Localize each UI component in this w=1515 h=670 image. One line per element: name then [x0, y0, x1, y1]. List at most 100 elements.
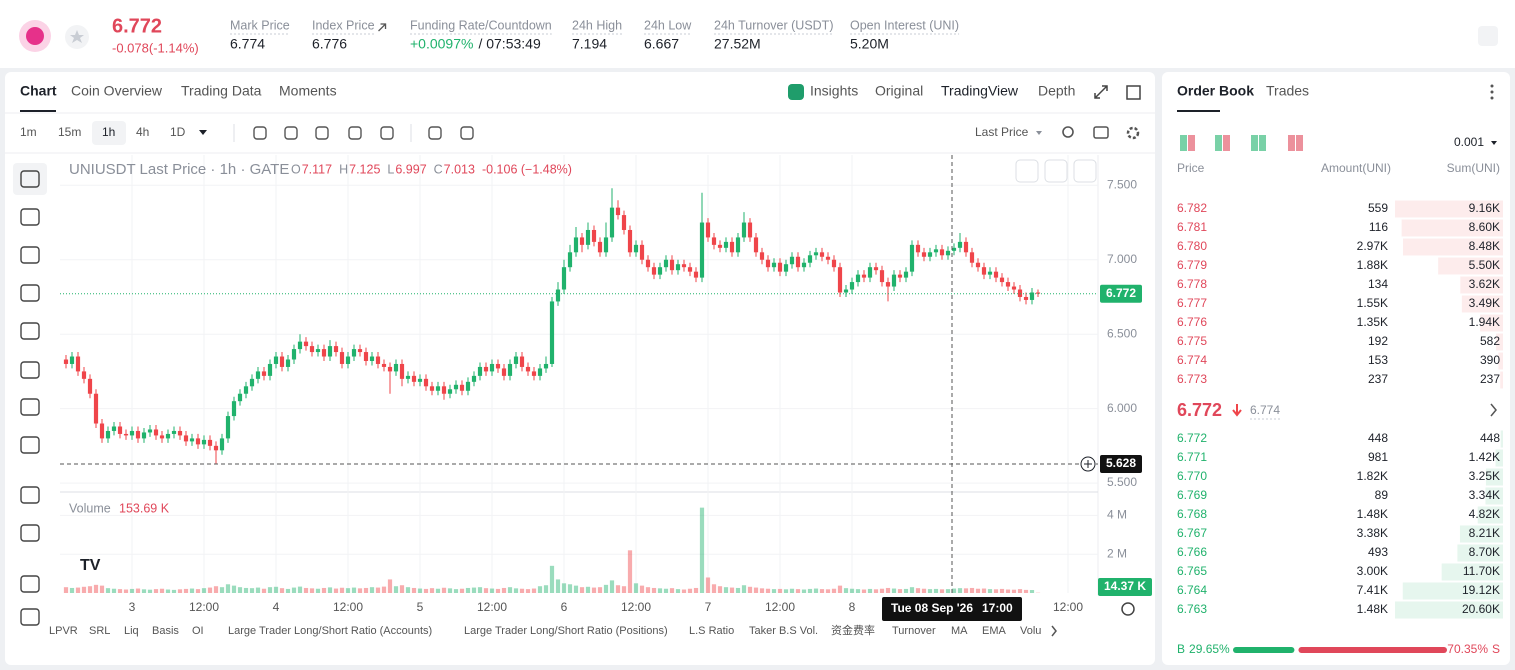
indicator[interactable]: Volu	[1020, 625, 1041, 637]
chart-button[interactable]	[1015, 159, 1039, 183]
indicator[interactable]: L.S Ratio	[689, 625, 734, 637]
ob-price[interactable]: 6.772	[1177, 431, 1207, 445]
indicator[interactable]: LPVR	[49, 625, 78, 637]
ob-price[interactable]: 6.773	[1177, 372, 1207, 386]
ob-price[interactable]: 6.771	[1177, 450, 1207, 464]
ob-tab[interactable]: Trades	[1266, 83, 1309, 99]
settings-icon[interactable]	[1126, 126, 1140, 140]
indicator[interactable]: Turnover	[892, 625, 936, 637]
layout-icon[interactable]	[1215, 135, 1222, 151]
ob-amount: 1.82K	[1357, 469, 1388, 483]
ob-price[interactable]: 6.774	[1177, 353, 1207, 367]
replay-icon[interactable]	[315, 126, 329, 140]
ob-price[interactable]: 6.764	[1177, 583, 1207, 597]
ob-price[interactable]: 6.777	[1177, 296, 1207, 310]
interval[interactable]: 15m	[58, 125, 81, 139]
drawing-tool[interactable]	[20, 608, 40, 626]
view-tab[interactable]: TradingView	[941, 83, 1019, 99]
undo-icon[interactable]	[428, 126, 442, 140]
drawing-tool[interactable]	[20, 208, 40, 226]
drawing-tool[interactable]	[20, 284, 40, 302]
layout-icon[interactable]	[1288, 135, 1295, 151]
chart-tab[interactable]: Trading Data	[181, 83, 262, 99]
ob-price[interactable]: 6.770	[1177, 469, 1207, 483]
ob-price[interactable]: 6.766	[1177, 545, 1207, 559]
ob-price[interactable]: 6.780	[1177, 239, 1207, 253]
menu-dot[interactable]	[1490, 84, 1494, 88]
drawing-tool[interactable]	[20, 398, 40, 416]
volume-bar	[783, 589, 789, 593]
template-icon[interactable]	[348, 126, 362, 140]
ob-price[interactable]: 6.765	[1177, 564, 1207, 578]
drawing-tool[interactable]	[20, 575, 40, 593]
indicator[interactable]: MA	[951, 625, 968, 637]
expand-icon[interactable]	[1094, 85, 1108, 99]
candle-body	[651, 267, 657, 275]
coin-logo-mark	[26, 27, 44, 45]
volume-bar	[777, 588, 783, 593]
ob-price[interactable]: 6.763	[1177, 602, 1207, 616]
caret[interactable]	[1491, 141, 1497, 145]
layout-icon[interactable]	[1180, 135, 1187, 151]
interval[interactable]: 1D	[170, 125, 186, 139]
drawing-tool[interactable]	[20, 322, 40, 340]
price-type[interactable]: Last Price	[975, 125, 1029, 139]
view-tab[interactable]: Depth	[1038, 83, 1075, 99]
interval[interactable]: 1h	[102, 125, 115, 139]
drawing-tool[interactable]	[20, 170, 40, 188]
chart-tab[interactable]: Chart	[20, 83, 57, 99]
ob-price[interactable]: 6.779	[1177, 258, 1207, 272]
ob-price[interactable]: 6.768	[1177, 507, 1207, 521]
indicator[interactable]: OI	[192, 625, 204, 637]
chart-tab[interactable]: Coin Overview	[71, 83, 163, 99]
interval[interactable]: 4h	[136, 125, 149, 139]
layout-icon[interactable]	[1251, 135, 1258, 151]
ob-sum: 8.48K	[1469, 239, 1500, 253]
indicator[interactable]: Liq	[124, 625, 139, 637]
drawing-tool[interactable]	[20, 486, 40, 504]
alert-icon[interactable]	[380, 126, 394, 140]
view-tab[interactable]: Insights	[810, 83, 858, 99]
candle-body	[363, 352, 369, 361]
view-tab[interactable]: Original	[875, 83, 923, 99]
header-icon[interactable]	[1478, 26, 1498, 46]
indicator-next[interactable]	[1051, 625, 1057, 637]
ob-price[interactable]: 6.781	[1177, 220, 1207, 234]
indicator[interactable]: Basis	[152, 625, 179, 637]
ob-amount: 3.38K	[1357, 526, 1388, 540]
chart-button[interactable]	[1044, 159, 1068, 183]
search-icon[interactable]	[1062, 126, 1074, 138]
ob-tab[interactable]: Order Book	[1177, 83, 1254, 99]
ob-price[interactable]: 6.775	[1177, 334, 1207, 348]
indicator[interactable]: Large Trader Long/Short Ratio (Accounts)	[228, 625, 432, 637]
chart-button[interactable]	[1073, 159, 1097, 183]
window-icon[interactable]	[1126, 85, 1141, 100]
candle-icon[interactable]	[253, 126, 267, 140]
camera-icon[interactable]	[1093, 126, 1109, 139]
indicator[interactable]: EMA	[982, 625, 1007, 637]
ob-price[interactable]: 6.769	[1177, 488, 1207, 502]
drawing-tool[interactable]	[20, 436, 40, 454]
caret[interactable]	[199, 130, 207, 135]
drawing-tool[interactable]	[20, 361, 40, 379]
indicator-icon[interactable]	[284, 126, 298, 140]
chart-tab[interactable]: Moments	[279, 83, 337, 99]
candle-body	[603, 237, 609, 253]
volume-tick-label: 4 M	[1107, 508, 1127, 522]
indicator[interactable]: 资金费率	[831, 623, 875, 637]
drawing-tool[interactable]	[20, 246, 40, 264]
ob-price[interactable]: 6.778	[1177, 277, 1207, 291]
axis-settings[interactable]	[1121, 602, 1135, 616]
volume-bar	[753, 587, 759, 593]
ob-price[interactable]: 6.776	[1177, 315, 1207, 329]
indicator[interactable]: SRL	[89, 625, 110, 637]
indicator[interactable]: Large Trader Long/Short Ratio (Positions…	[464, 625, 668, 637]
drawing-tool[interactable]	[20, 524, 40, 542]
ob-price[interactable]: 6.782	[1177, 201, 1207, 215]
redo-icon[interactable]	[460, 126, 474, 140]
interval[interactable]: 1m	[20, 125, 37, 139]
ob-price[interactable]: 6.767	[1177, 526, 1207, 540]
indicator[interactable]: Taker B.S Vol.	[749, 625, 818, 637]
chevron[interactable]	[1490, 403, 1497, 417]
